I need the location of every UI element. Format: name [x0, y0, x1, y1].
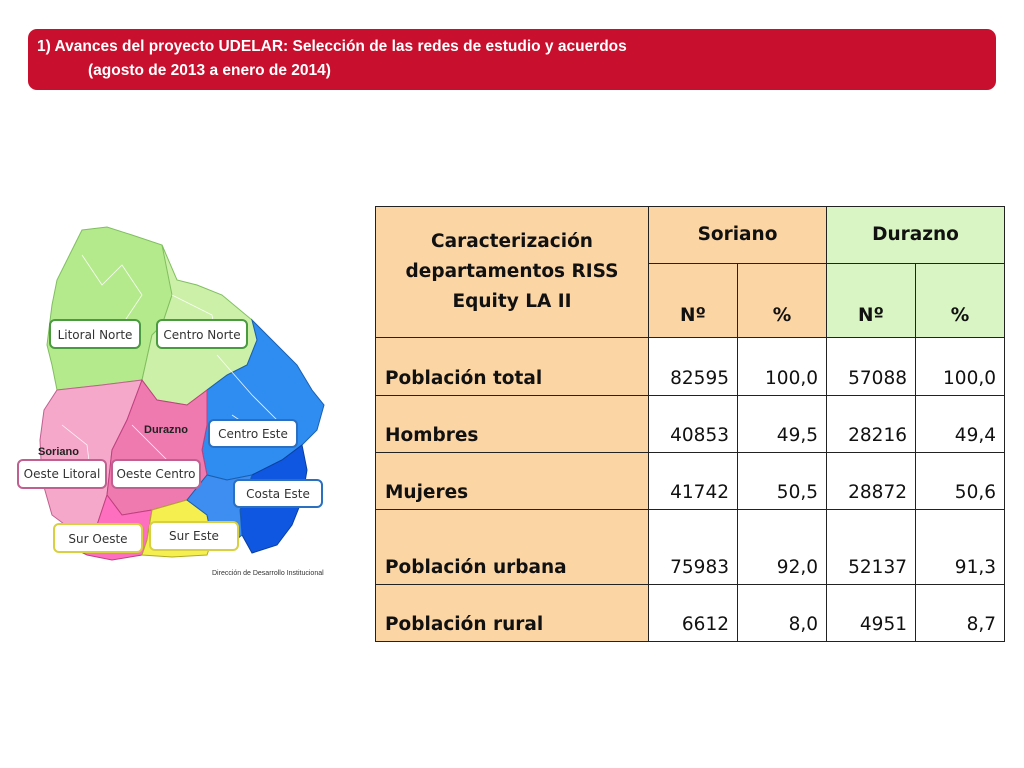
cell-value: 50,5: [737, 452, 827, 510]
svg-text:Centro Norte: Centro Norte: [163, 328, 240, 342]
svg-text:Oeste Centro: Oeste Centro: [116, 467, 195, 481]
title-banner: 1) Avances del proyecto UDELAR: Selecció…: [28, 29, 996, 90]
label-sur-oeste: Sur Oeste: [53, 523, 143, 553]
table-header-row: Caracterización departamentos RISS Equit…: [375, 206, 1005, 338]
cell-value: 100,0: [915, 337, 1005, 396]
cell-value: 91,3: [915, 509, 1005, 585]
cell-value: 100,0: [737, 337, 827, 396]
header-soriano: Soriano: [648, 206, 827, 264]
svg-text:Litoral Norte: Litoral Norte: [58, 328, 133, 342]
svg-text:Costa Este: Costa Este: [246, 487, 310, 501]
map-credit: Dirección de Desarrollo Institucional: [212, 570, 324, 577]
table-row: Población rural 6612 8,0 4951 8,7: [375, 584, 1005, 642]
cell-value: 6612: [648, 584, 738, 642]
dept-label-soriano: Soriano: [38, 446, 79, 458]
cell-value: 4951: [826, 584, 916, 642]
table-row: Población urbana 75983 92,0 52137 91,3: [375, 509, 1005, 585]
row-label: Población total: [375, 337, 649, 396]
row-label: Población rural: [375, 584, 649, 642]
cell-value: 75983: [648, 509, 738, 585]
table-row: Población total 82595 100,0 57088 100,0: [375, 337, 1005, 396]
row-label: Hombres: [375, 395, 649, 453]
header-durazno: Durazno: [826, 206, 1005, 264]
cell-value: 50,6: [915, 452, 1005, 510]
table-row: Mujeres 41742 50,5 28872 50,6: [375, 452, 1005, 510]
cell-value: 92,0: [737, 509, 827, 585]
table-row: Hombres 40853 49,5 28216 49,4: [375, 395, 1005, 453]
uruguay-regions-map: Litoral Norte Centro Norte Centro Este C…: [17, 226, 325, 577]
label-litoral-norte: Litoral Norte: [49, 319, 141, 349]
banner-title-line-1: 1) Avances del proyecto UDELAR: Selecció…: [37, 38, 627, 55]
riss-departments-table: Caracterización departamentos RISS Equit…: [375, 206, 1005, 642]
row-label: Mujeres: [375, 452, 649, 510]
cell-value: 49,5: [737, 395, 827, 453]
cell-value: 49,4: [915, 395, 1005, 453]
banner-title-line-2: (agosto de 2013 a enero de 2014): [88, 62, 331, 79]
cell-value: 82595: [648, 337, 738, 396]
dept-label-durazno: Durazno: [144, 424, 188, 436]
svg-text:Oeste Litoral: Oeste Litoral: [24, 467, 101, 481]
subheader-durazno-num: Nº: [826, 263, 916, 338]
svg-text:Sur Este: Sur Este: [169, 529, 219, 543]
label-costa-este: Costa Este: [233, 479, 323, 508]
subheader-soriano-pct: %: [737, 263, 827, 338]
label-centro-norte: Centro Norte: [156, 319, 248, 349]
svg-text:Centro Este: Centro Este: [218, 427, 288, 441]
label-sur-este: Sur Este: [149, 521, 239, 551]
cell-value: 57088: [826, 337, 916, 396]
cell-value: 28216: [826, 395, 916, 453]
table-subheader-row: Nº % Nº %: [376, 263, 1005, 338]
cell-value: 28872: [826, 452, 916, 510]
cell-value: 52137: [826, 509, 916, 585]
cell-value: 8,0: [737, 584, 827, 642]
svg-text:Sur Oeste: Sur Oeste: [68, 532, 127, 546]
subheader-durazno-pct: %: [915, 263, 1005, 338]
label-centro-este: Centro Este: [208, 419, 298, 448]
cell-value: 8,7: [915, 584, 1005, 642]
subheader-soriano-num: Nº: [648, 263, 738, 338]
row-label: Población urbana: [375, 509, 649, 585]
header-title-cell: Caracterización departamentos RISS Equit…: [375, 206, 649, 338]
label-oeste-litoral: Oeste Litoral: [17, 459, 107, 489]
label-oeste-centro: Oeste Centro: [111, 459, 201, 489]
cell-value: 40853: [648, 395, 738, 453]
cell-value: 41742: [648, 452, 738, 510]
